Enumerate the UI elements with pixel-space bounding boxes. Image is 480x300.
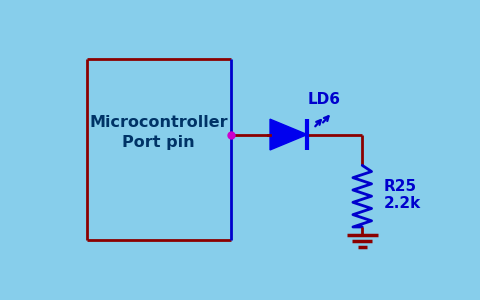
- Text: 2.2k: 2.2k: [384, 196, 421, 211]
- Text: Microcontroller: Microcontroller: [89, 115, 228, 130]
- Text: LD6: LD6: [308, 92, 341, 107]
- Text: R25: R25: [384, 179, 417, 194]
- Polygon shape: [270, 119, 307, 150]
- Text: Port pin: Port pin: [122, 135, 195, 150]
